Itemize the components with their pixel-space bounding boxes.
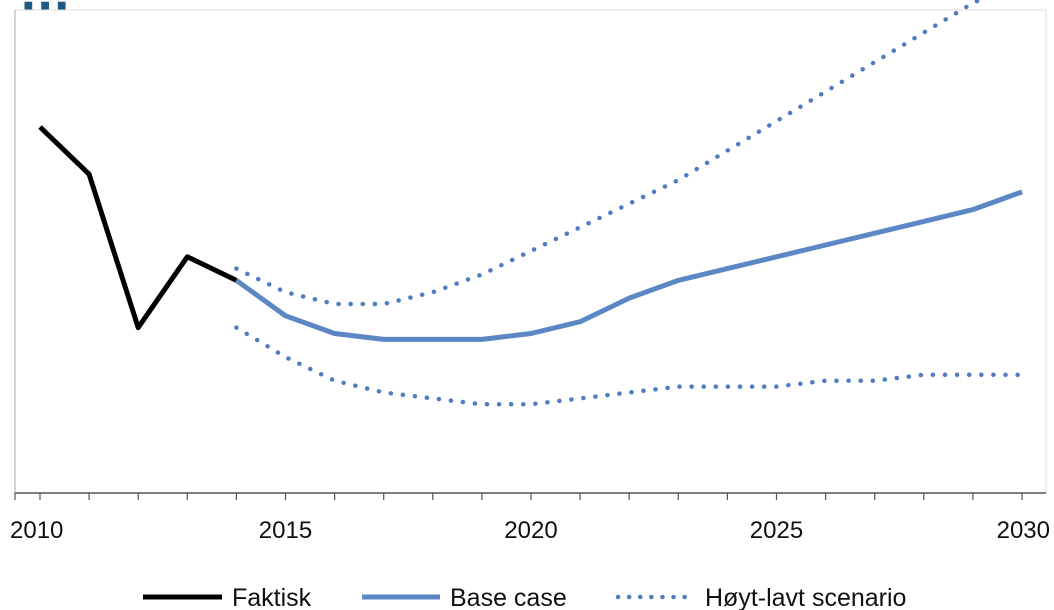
legend-item: Høyt-lavt scenario [615, 584, 906, 610]
legend-item: Faktisk [143, 584, 312, 610]
x-axis: 2010 2015 2020 2025 2030 [10, 492, 1050, 544]
legend-label: Base case [450, 584, 567, 610]
series-line-h-yt-lavt-scenario [234, 0, 985, 307]
series-line-base-case [234, 189, 1023, 342]
series-line-faktisk [38, 125, 238, 331]
x-tick-label: 2015 [259, 517, 312, 544]
x-tick-label: 2030 [997, 517, 1050, 544]
series-line-lavt-scenario-low [234, 325, 1025, 407]
x-axis-minor-ticks [14, 493, 1023, 500]
legend-item: Base case [362, 584, 567, 610]
legend: Faktisk Base case Høyt-lavt scenario [143, 584, 906, 610]
x-tick-label: 2025 [750, 517, 803, 544]
legend-label: Faktisk [232, 584, 312, 610]
x-tick-label: 2010 [10, 517, 63, 544]
series-layer [38, 0, 1025, 407]
x-axis-tick-labels: 2010 2015 2020 2025 2030 [10, 517, 1050, 544]
x-tick-label: 2020 [504, 517, 557, 544]
legend-label: Høyt-lavt scenario [705, 584, 906, 610]
